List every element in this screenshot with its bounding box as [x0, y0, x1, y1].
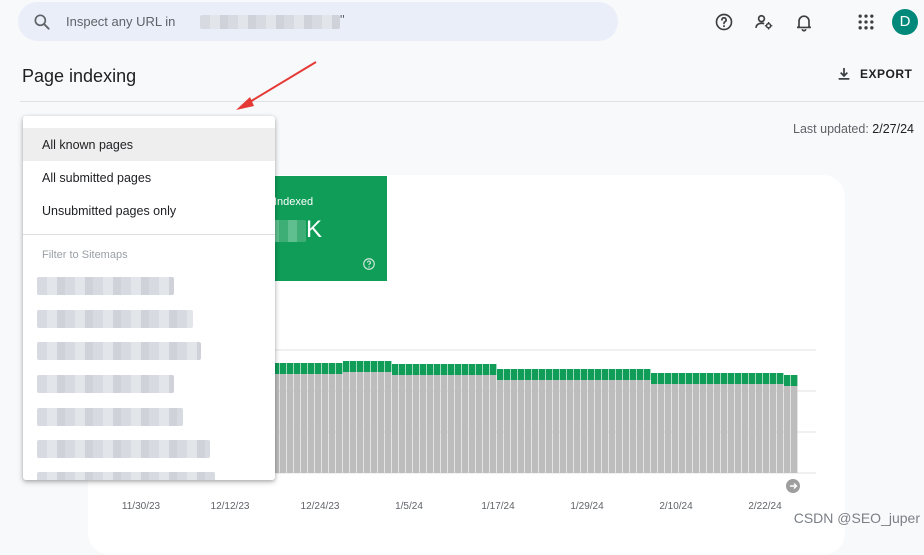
- option-label: Unsubmitted pages only: [42, 204, 177, 218]
- indexed-label: Indexed: [274, 196, 314, 208]
- last-updated-date: 2/27/24: [872, 122, 914, 136]
- url-inspection-search[interactable]: Inspect any URL in ": [18, 2, 618, 41]
- page-filter-dropdown: All known pages All submitted pages Unsu…: [23, 116, 275, 480]
- redacted-indexed-count: [270, 219, 306, 242]
- search-quote: ": [340, 12, 345, 27]
- indexed-suffix: K: [306, 216, 323, 243]
- help-icon[interactable]: [714, 12, 734, 32]
- sitemap-option-redacted[interactable]: [37, 310, 193, 328]
- option-label: All submitted pages: [42, 171, 152, 185]
- redacted-property-url: [200, 15, 340, 29]
- sitemap-option-redacted[interactable]: [37, 375, 174, 393]
- manage-users-icon[interactable]: [754, 12, 774, 32]
- dropdown-divider: [23, 234, 275, 235]
- option-all-known-pages[interactable]: All known pages: [23, 128, 275, 161]
- indexed-help-icon[interactable]: [362, 257, 376, 271]
- last-updated-label: Last updated:: [793, 122, 869, 136]
- apps-grid-icon[interactable]: [856, 12, 876, 32]
- header-divider: [20, 101, 924, 102]
- indexed-value: K: [270, 216, 322, 244]
- last-updated: Last updated: 2/27/24: [793, 122, 914, 136]
- option-all-submitted-pages[interactable]: All submitted pages: [23, 161, 275, 194]
- indexed-summary-tile[interactable]: Indexed K: [270, 176, 387, 281]
- notifications-bell-icon[interactable]: [794, 12, 814, 32]
- sitemap-option-redacted[interactable]: [37, 440, 210, 458]
- sitemap-option-redacted[interactable]: [37, 277, 174, 295]
- top-bar: Inspect any URL in " D: [0, 0, 924, 44]
- export-label: EXPORT: [860, 67, 913, 81]
- search-placeholder: Inspect any URL in: [66, 14, 176, 29]
- watermark: CSDN @SEO_juper: [793, 510, 920, 526]
- option-label: All known pages: [42, 138, 134, 152]
- chart-scroll-right-icon[interactable]: [786, 479, 800, 493]
- sitemap-option-redacted[interactable]: [37, 408, 183, 426]
- account-avatar[interactable]: D: [892, 9, 918, 35]
- filter-sitemaps-heading: Filter to Sitemaps: [42, 249, 128, 261]
- sitemap-option-redacted[interactable]: [37, 472, 215, 480]
- page-title: Page indexing: [22, 66, 137, 86]
- option-unsubmitted-pages-only[interactable]: Unsubmitted pages only: [23, 194, 275, 227]
- search-icon: [34, 14, 50, 30]
- sitemap-option-redacted[interactable]: [37, 342, 201, 360]
- download-icon: [838, 68, 850, 80]
- export-button[interactable]: EXPORT: [836, 66, 912, 82]
